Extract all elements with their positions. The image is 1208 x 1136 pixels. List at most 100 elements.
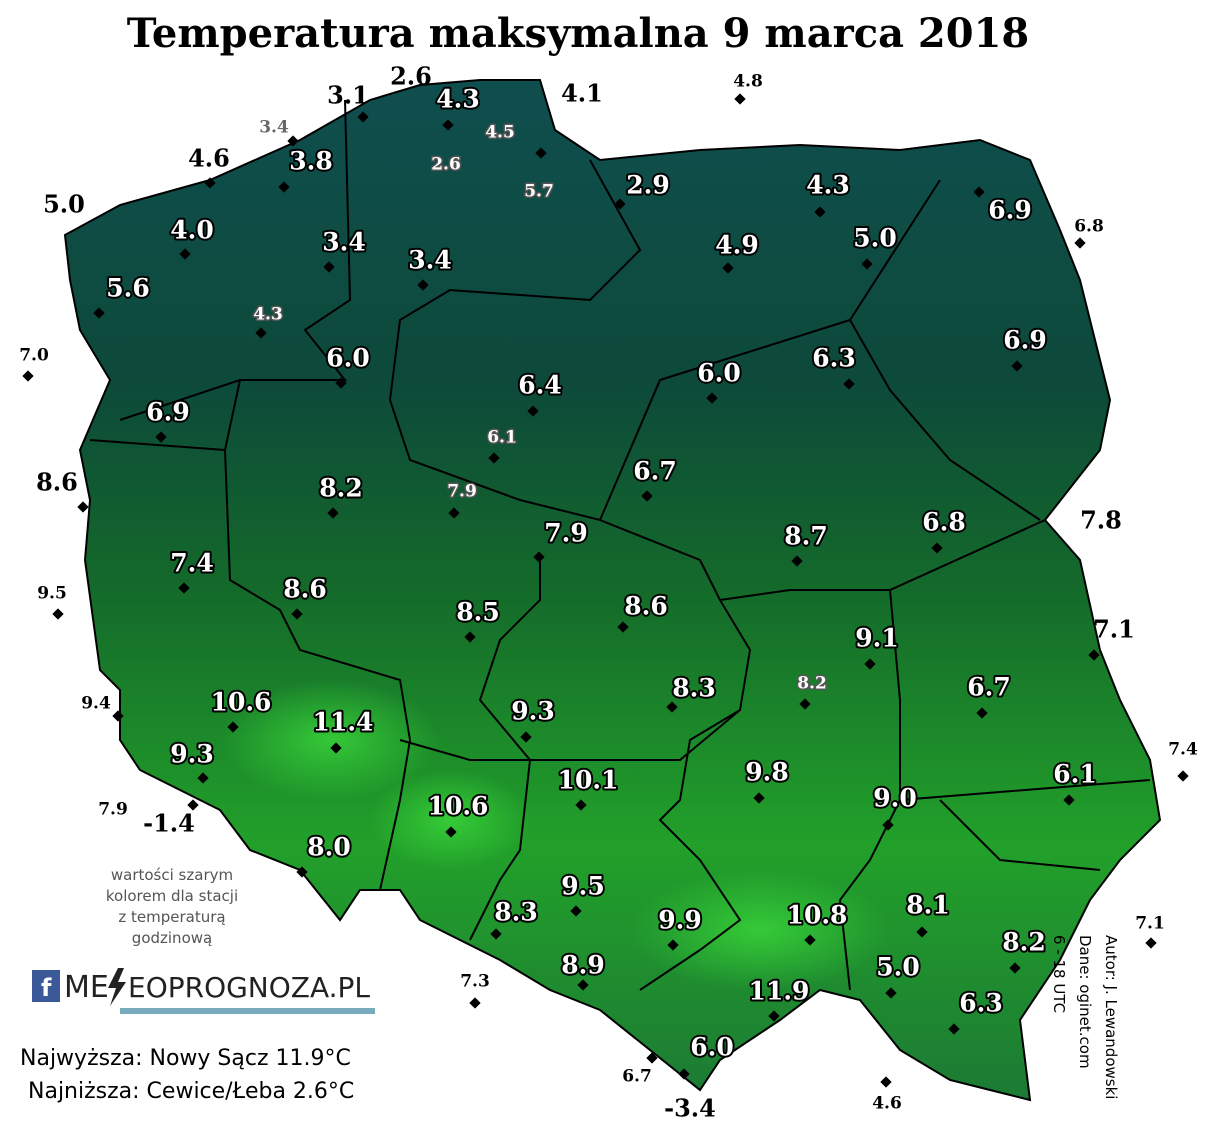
station-dot (791, 555, 803, 567)
station-value: 8.6 (283, 575, 327, 604)
logo-part: ME (64, 970, 109, 1005)
station-dot (296, 866, 308, 878)
station-dot (722, 262, 734, 274)
station-dot (488, 452, 500, 464)
station-value: 9.5 (37, 584, 67, 604)
station-value: 4.0 (170, 216, 214, 245)
station-value: 7.9 (544, 519, 588, 548)
station-value: 5.0 (853, 224, 897, 253)
station-dot (768, 1010, 780, 1022)
station-dot (973, 186, 985, 198)
station-value: 3.4 (322, 228, 366, 257)
station-dot (323, 261, 335, 273)
station-dot (417, 279, 429, 291)
station-dot (490, 928, 502, 940)
station-dot (255, 327, 267, 339)
station-value: 7.0 (19, 346, 49, 366)
station-value: 4.6 (872, 1094, 902, 1114)
station-value: 4.8 (733, 72, 763, 92)
station-value: 8.2 (797, 674, 827, 694)
station-value: 8.2 (1002, 928, 1046, 957)
station-value: 6.4 (518, 371, 562, 400)
station-value: 8.6 (624, 592, 668, 621)
station-dot (278, 181, 290, 193)
station-value: 4.5 (485, 123, 515, 143)
station-dot (843, 378, 855, 390)
station-dot (706, 392, 718, 404)
station-dot (753, 792, 765, 804)
station-dot (52, 608, 64, 620)
note-line: z temperaturą (118, 908, 225, 926)
station-dot (577, 979, 589, 991)
station-dot (1145, 937, 1157, 949)
station-value: 7.1 (1135, 914, 1165, 934)
station-value: 8.0 (307, 833, 351, 862)
station-value: 6.0 (697, 359, 741, 388)
station-dot (178, 582, 190, 594)
credit-line: Autor: J. Lewandowski (1102, 935, 1120, 1099)
note-line: wartości szarym (111, 866, 233, 884)
station-dot (948, 1023, 960, 1035)
station-value: 4.9 (715, 231, 759, 260)
station-dot (885, 987, 897, 999)
station-dot (734, 93, 746, 105)
station-value: 7.9 (98, 800, 128, 820)
station-dot (448, 507, 460, 519)
station-dot (227, 721, 239, 733)
station-value: 6.1 (1053, 760, 1097, 789)
station-value: 9.1 (855, 624, 899, 653)
station-value: 6.7 (622, 1067, 652, 1087)
station-dot (575, 799, 587, 811)
station-value: 6.9 (988, 196, 1032, 225)
station-value: 8.2 (319, 474, 363, 503)
station-value: 9.8 (745, 758, 789, 787)
summary-line: Najwyższa: Nowy Sącz 11.9°C (20, 1046, 351, 1071)
station-value: 6.8 (1074, 217, 1104, 237)
station-dot (667, 939, 679, 951)
station-dot (646, 1052, 658, 1064)
station-value: 3.8 (289, 147, 333, 176)
station-dot (931, 542, 943, 554)
station-dot (204, 177, 216, 189)
station-dot (1011, 360, 1023, 372)
station-value: 7.8 (1080, 506, 1122, 535)
station-dot (535, 147, 547, 159)
country-shape (63, 79, 1162, 1102)
station-value: 2.9 (626, 171, 670, 200)
station-dot (666, 701, 678, 713)
station-dot (520, 731, 532, 743)
station-value: 10.8 (787, 901, 848, 930)
station-value: 10.6 (428, 792, 489, 821)
station-value: 6.1 (487, 428, 517, 448)
station-dot (678, 1068, 690, 1080)
station-value: 4.3 (806, 171, 850, 200)
station-value: 6.7 (967, 673, 1011, 702)
station-dot (882, 819, 894, 831)
station-dot (614, 198, 626, 210)
station-value: 8.9 (561, 951, 605, 980)
station-value: 3.4 (259, 118, 289, 138)
station-value: 11.9 (749, 977, 810, 1006)
station-value: 8.6 (36, 468, 78, 497)
station-dot (464, 631, 476, 643)
station-value: 4.6 (188, 144, 230, 173)
station-dot (1009, 962, 1021, 974)
station-value: 7.4 (1168, 740, 1198, 760)
station-dot (335, 377, 347, 389)
station-dot (330, 742, 342, 754)
station-value: 9.0 (873, 784, 917, 813)
credit-line: Dane: oginet.com (1076, 935, 1094, 1069)
station-dot (1063, 794, 1075, 806)
station-dot (445, 826, 457, 838)
station-dot (527, 405, 539, 417)
station-dot (976, 707, 988, 719)
station-value: 7.3 (460, 972, 490, 992)
station-dot (799, 698, 811, 710)
station-dot (1074, 237, 1086, 249)
station-value: 9.5 (561, 872, 605, 901)
station-dot (287, 135, 299, 147)
station-value: 2.6 (431, 155, 461, 175)
station-value: 4.3 (436, 85, 480, 114)
summary-line: Najniższa: Cewice/Łeba 2.6°C (28, 1079, 354, 1104)
